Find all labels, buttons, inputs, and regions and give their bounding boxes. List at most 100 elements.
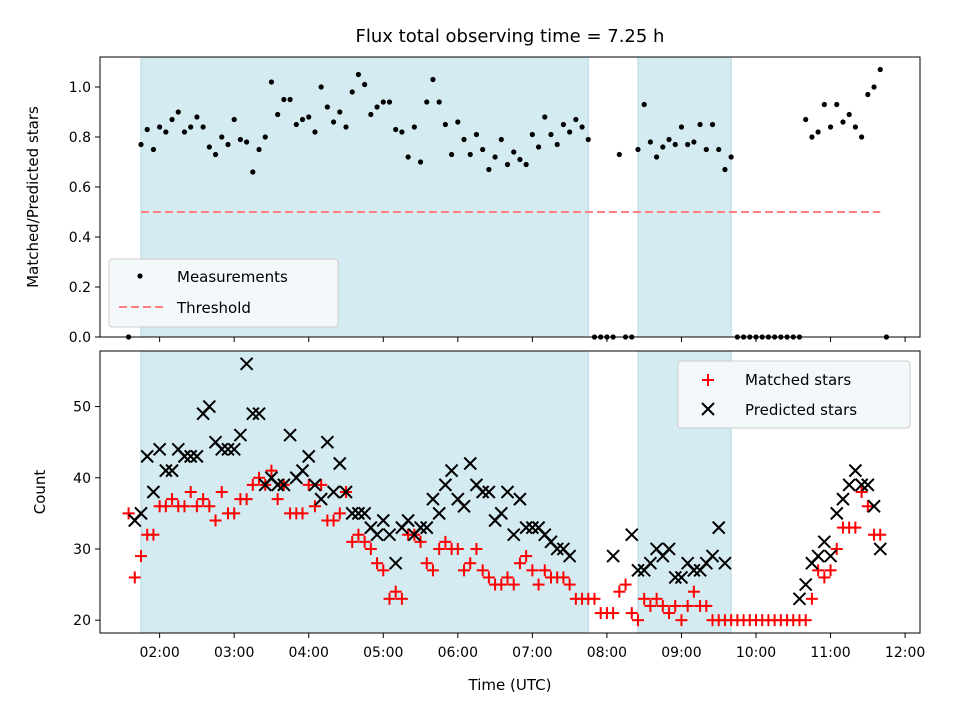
measurement-point (424, 99, 430, 105)
matched-star-point (681, 599, 694, 612)
matched-star-point (315, 478, 328, 491)
matched-star-point (122, 507, 135, 520)
measurement-point (380, 99, 386, 105)
measurement-point (492, 154, 498, 160)
measurement-point (225, 141, 231, 148)
measurement-point (368, 111, 374, 118)
matched-star-point (613, 585, 626, 598)
measurement-point (647, 139, 653, 145)
legend-measurement-marker (137, 273, 143, 279)
matched-star-point (464, 557, 477, 570)
predicted-star-point (295, 463, 310, 478)
matched-star-point (147, 528, 160, 541)
predicted-star-point (382, 528, 397, 542)
measurement-point (417, 159, 424, 165)
predicted-star-point (718, 556, 732, 570)
matched-star-point (358, 535, 371, 548)
matched-star-point (197, 493, 210, 506)
bottom-y-tick-label: 40 (73, 471, 91, 487)
measurement-point (343, 124, 349, 130)
bottom-y-tick-label: 50 (73, 400, 91, 416)
top-legend-box (108, 258, 339, 328)
bottom-y-tick-label: 20 (73, 613, 91, 629)
bottom-y-axis-label: Count (31, 470, 49, 515)
measurement-point (635, 146, 641, 153)
legend-matched-label: Matched stars (745, 371, 851, 389)
matched-star-point (563, 578, 576, 591)
predicted-star-point (817, 535, 832, 549)
measurement-point (442, 121, 448, 128)
predicted-star-point (792, 592, 807, 606)
x-tick-label: 09:00 (661, 645, 701, 661)
measurement-point (840, 119, 846, 125)
predicted-star-point (525, 520, 540, 535)
matched-star-point (675, 614, 688, 627)
matched-star-point (799, 614, 812, 627)
predicted-star-point (388, 556, 403, 570)
measurement-point (573, 116, 579, 123)
matched-star-point (253, 471, 266, 484)
measurement-point (144, 126, 150, 133)
measurement-point (306, 114, 312, 120)
matched-star-point (395, 592, 408, 605)
matched-star-point (656, 599, 669, 612)
top-y-tick-label: 0.4 (69, 230, 91, 246)
measurement-point (449, 151, 455, 158)
matched-star-point (420, 557, 433, 570)
measurement-point (200, 124, 206, 130)
predicted-star-point (830, 506, 844, 521)
measurement-point (157, 124, 163, 130)
matched-star-point (371, 557, 384, 570)
measurement-point (517, 156, 523, 163)
matched-star-point (644, 599, 657, 612)
matched-star-point (228, 507, 241, 520)
matched-star-point (631, 614, 644, 627)
predicted-star-point (668, 570, 682, 585)
measurement-point (330, 119, 337, 125)
predicted-star-point (444, 463, 459, 478)
x-tick-label: 02:00 (139, 645, 179, 661)
legend-measurements-label: Measurements (177, 268, 288, 286)
predicted-star-point (326, 485, 341, 499)
bottom-x-ticks: 02:00 03:00 04:00 05:00 06:00 07:00 08:00 09:00… (139, 633, 925, 661)
measurement-point (641, 101, 647, 108)
predicted-star-point (854, 478, 869, 492)
x-tick-label: 03:00 (214, 645, 254, 661)
measurement-point (691, 139, 697, 145)
matched-star-point (215, 486, 228, 498)
x-tick-label: 04:00 (289, 645, 329, 661)
measurement-point (560, 121, 567, 128)
matched-star-point (190, 500, 203, 513)
measurement-point (672, 141, 678, 148)
matched-star-point (638, 592, 651, 605)
measurement-point (467, 151, 473, 158)
predicted-star-point (239, 357, 254, 371)
top-y-ticks: 0.0 0.2 0.4 0.6 0.8 1.0 (69, 80, 100, 346)
measurement-point (697, 121, 703, 128)
measurement-point (473, 131, 480, 138)
measurement-point (150, 146, 157, 153)
measurement-point (244, 139, 250, 145)
measurement-point (169, 116, 175, 123)
predicted-star-point (674, 570, 689, 585)
matched-star-point (159, 500, 172, 513)
bottom-axes-frame (99, 350, 921, 634)
top-y-tick-label: 0.0 (69, 330, 91, 346)
matched-star-point (377, 564, 390, 577)
measurement-point (523, 161, 529, 168)
predicted-star-point (376, 513, 390, 528)
x-tick-label: 05:00 (363, 645, 403, 661)
predicted-star-point (146, 485, 161, 499)
matched-star-point (495, 578, 508, 591)
predicted-star-point (190, 449, 204, 464)
top-y-tick-label: 0.8 (69, 130, 91, 146)
measurement-point (504, 161, 511, 168)
chart-title: Flux total observing time = 7.25 h (356, 26, 665, 47)
bottom-y-ticks: 20 30 40 50 (73, 400, 100, 629)
predicted-star-point (283, 428, 297, 442)
predicted-star-point (233, 428, 248, 442)
predicted-star-point (202, 399, 217, 414)
bottom-points (122, 357, 887, 627)
measurement-point (256, 146, 262, 153)
top-x-ticks (159, 337, 906, 342)
